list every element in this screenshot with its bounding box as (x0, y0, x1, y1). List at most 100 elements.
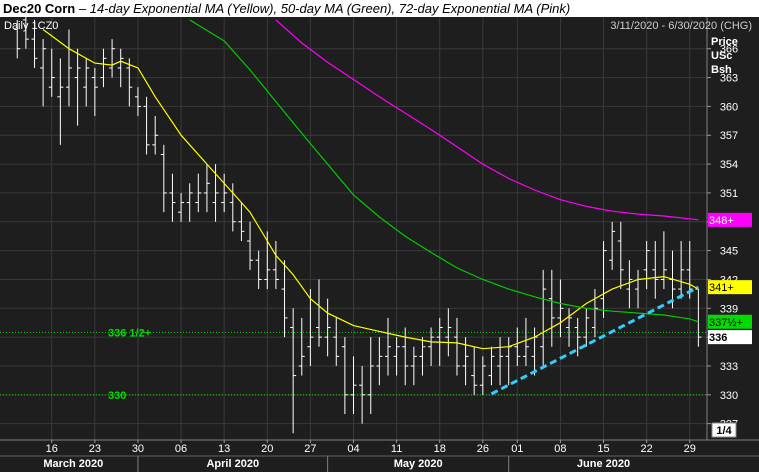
ohlc-bar (514, 327, 521, 366)
x-tick-label: 26 (477, 443, 489, 455)
y-tick-label: 366 (720, 44, 738, 56)
ohlc-bar (643, 240, 650, 290)
ohlc-bar (488, 346, 495, 386)
ma50-line (189, 19, 699, 323)
ohlc-bar (134, 87, 141, 117)
ohlc-bar (660, 231, 667, 290)
ohlc-bar (428, 327, 435, 366)
ohlc-bar (652, 240, 659, 299)
ohlc-bar (453, 317, 460, 376)
ohlc-bar (410, 346, 417, 386)
ohlc-bar (238, 202, 245, 241)
ohlc-bar (307, 289, 314, 366)
price-tag: 341+ (708, 280, 752, 295)
x-tick-label: 30 (132, 443, 144, 455)
chart-title-bar: Dec20 Corn – 14-day Exponential MA (Yell… (0, 0, 759, 17)
ohlc-bar (160, 144, 167, 213)
reference-line-label: 330 (108, 390, 126, 402)
ohlc-bar (626, 260, 633, 309)
support-trendline (490, 285, 700, 396)
ohlc-bar (178, 192, 185, 222)
ohlc-bar (609, 221, 616, 270)
x-month-label: June 2020 (577, 458, 630, 470)
y-tick-label: 360 (720, 101, 738, 113)
ohlc-bar (333, 317, 340, 366)
x-axis: 16 23 30 06 13 20 27 04 11 18 26 01 08 15 22 29 March 20… (43, 440, 696, 472)
pager-box[interactable] (711, 422, 737, 438)
ohlc-bar (557, 279, 564, 338)
x-tick-label: 20 (261, 443, 273, 455)
chart-background (0, 17, 759, 472)
ohlc-bar (574, 317, 581, 357)
ohlc-bar (471, 346, 478, 395)
ohlc-bar (497, 337, 504, 386)
ohlc-bar (22, 17, 29, 49)
price-tag-background (708, 280, 752, 295)
x-tick-label: 23 (89, 443, 101, 455)
moving-averages (42, 19, 700, 396)
y-axis-title-usc: USc (711, 50, 732, 62)
ohlc-bar (14, 19, 21, 59)
price-tag-background (708, 314, 752, 329)
ohlc-bar (169, 173, 176, 222)
pager-label: 1/4 (716, 425, 732, 437)
ohlc-bar (83, 58, 90, 107)
ohlc-bar (221, 173, 228, 213)
ohlc-bar (152, 116, 159, 155)
x-tick-label: 04 (347, 443, 359, 455)
ohlc-bar (376, 337, 383, 386)
reference-line-label: 336 1/2+ (108, 327, 151, 339)
x-tick-label: 01 (511, 443, 523, 455)
ohlc-bar (548, 269, 555, 347)
ohlc-bar (247, 221, 254, 270)
y-tick-label: 330 (720, 390, 738, 402)
y-tick-label: 357 (720, 130, 738, 142)
price-chart[interactable]: Daily 1CZ0 3/11/2020 - 6/30/2020 (CHG) P… (0, 17, 759, 472)
x-tick-label: 29 (684, 443, 696, 455)
price-tag-background (708, 330, 752, 345)
x-tick-label: 06 (175, 443, 187, 455)
chart-subtitle: 14-day Exponential MA (Yellow), 50-day M… (89, 1, 571, 16)
ohlc-bar (341, 337, 348, 415)
price-tags: 348+ 341+ 337½+ 336 (708, 212, 752, 345)
ohlc-bar (591, 289, 598, 338)
ohlc-bar (290, 308, 297, 434)
ohlc-bar (126, 58, 133, 107)
ohlc-bar (445, 308, 452, 357)
ohlc-bar (678, 240, 685, 299)
ohlc-bar (281, 260, 288, 338)
y-tick-label: 345 (720, 246, 738, 258)
ohlc-bar (522, 317, 529, 366)
chart-title: Dec20 Corn (3, 1, 76, 16)
ohlc-bar (40, 39, 47, 107)
y-axis-title-bsh: Bsh (711, 64, 732, 76)
x-month-label: March 2020 (43, 458, 103, 470)
price-tag: 337½+ (708, 314, 752, 329)
ohlc-bar (109, 39, 116, 78)
x-tick-label: 11 (391, 443, 402, 455)
y-tick-label: 354 (720, 159, 738, 171)
ohlc-bar (143, 96, 150, 155)
ohlc-bar (186, 183, 193, 222)
ohlc-bar (117, 48, 124, 88)
x-tick-label: 15 (597, 443, 609, 455)
price-tag-label: 341+ (709, 282, 734, 294)
x-tick-label: 22 (641, 443, 653, 455)
ema14-line (42, 29, 699, 350)
ohlc-bar (48, 48, 55, 97)
x-tick-label: 18 (434, 443, 446, 455)
reference-lines: 336 1/2+ 330 (0, 327, 707, 402)
ohlc-bar (74, 48, 81, 126)
ohlc-bar (65, 29, 72, 107)
ohlc-bar (100, 48, 107, 88)
y-tick-label: 339 (720, 303, 738, 315)
ohlc-bar (91, 67, 98, 117)
ohlc-bars (14, 17, 702, 434)
ohlc-bar (617, 221, 624, 290)
ohlc-bar (367, 337, 374, 415)
x-tick-label: 16 (46, 443, 58, 455)
ohlc-bar (195, 173, 202, 213)
ohlc-bar (272, 240, 279, 290)
x-tick-label: 27 (304, 443, 316, 455)
